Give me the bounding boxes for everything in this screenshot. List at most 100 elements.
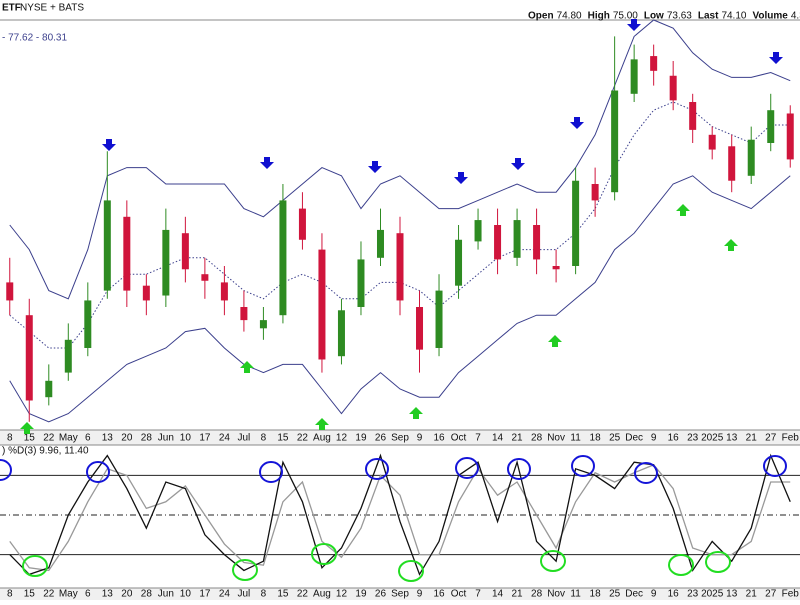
x-tick-label: 7: [475, 433, 481, 444]
x-tick-label: 24: [219, 589, 231, 600]
candle-body: [669, 75, 677, 101]
quote-value: 73.63: [667, 11, 692, 22]
overbought-circle: [0, 459, 12, 481]
x-tick-label: Jul: [238, 433, 251, 444]
buy-arrow: [315, 418, 329, 430]
x-tick-label: 28: [531, 433, 543, 444]
candle-body: [435, 290, 443, 348]
exchange: NYSE + BATS: [20, 3, 84, 14]
x-tick-label: 8: [261, 433, 267, 444]
x-tick-label: 10: [180, 433, 192, 444]
bands-label: - 77.62 - 80.31: [2, 33, 67, 44]
oversold-circle: [22, 555, 48, 577]
x-tick-label: 2025: [701, 589, 724, 600]
candle-body: [201, 274, 209, 281]
x-tick-label: 16: [668, 589, 680, 600]
oversold-circle: [668, 554, 694, 576]
quote-value: 4.3M: [791, 11, 800, 22]
candle-body: [728, 146, 736, 181]
x-tick-label: 6: [85, 433, 91, 444]
candle-body: [513, 220, 521, 258]
x-tick-label: Aug: [313, 589, 331, 600]
x-tick-label: 17: [199, 433, 211, 444]
x-tick-label: 19: [355, 589, 367, 600]
candle-body: [396, 233, 404, 301]
candle-body: [357, 259, 365, 307]
quote-label: High: [588, 11, 610, 22]
buy-arrow: [409, 407, 423, 419]
x-tick-label: 14: [492, 589, 504, 600]
x-tick-label: 13: [102, 589, 114, 600]
x-tick-label: Aug: [313, 433, 331, 444]
candle-body: [747, 139, 755, 176]
x-tick-label: 9: [651, 433, 657, 444]
x-tick-label: 23: [687, 433, 699, 444]
overbought-circle: [507, 458, 531, 480]
x-tick-label: 8: [261, 589, 267, 600]
quote-label: Open: [528, 11, 554, 22]
x-tick-label: 12: [336, 433, 348, 444]
overbought-circle: [763, 455, 787, 477]
x-tick-label: 28: [531, 589, 543, 600]
x-tick-label: 28: [141, 589, 153, 600]
quote-label: Last: [698, 11, 719, 22]
x-tick-label: Dec: [625, 589, 643, 600]
x-tick-label: 12: [336, 589, 348, 600]
x-tick-label: 16: [668, 433, 680, 444]
candle-body: [279, 200, 287, 316]
stoch-line: [9, 464, 791, 572]
sell-arrow: [627, 19, 641, 31]
x-tick-label: 25: [609, 433, 621, 444]
candle-body: [376, 229, 384, 258]
candle-body: [533, 225, 541, 260]
candle-body: [123, 216, 131, 291]
x-tick-label: 2025: [701, 433, 724, 444]
candle-body: [240, 307, 248, 321]
candle-body: [337, 310, 345, 357]
candle-body: [455, 239, 463, 286]
x-tick-label: Feb: [782, 433, 800, 444]
x-tick-label: 15: [277, 433, 289, 444]
candle-body: [611, 90, 619, 193]
bollinger-band: [9, 19, 791, 300]
x-tick-label: 11: [570, 589, 581, 600]
candle-body: [416, 307, 424, 350]
candle-body: [318, 249, 326, 360]
quote-label: Volume: [752, 11, 788, 22]
x-tick-label: 23: [687, 589, 699, 600]
overbought-circle: [455, 457, 479, 479]
sell-arrow: [454, 172, 468, 184]
x-tick-label: 27: [765, 589, 777, 600]
oversold-circle: [398, 560, 424, 582]
overbought-circle: [571, 455, 595, 477]
oversold-circle: [311, 543, 337, 565]
x-tick-label: 13: [726, 589, 738, 600]
x-tick-label: 21: [512, 589, 524, 600]
x-tick-label: 7: [475, 589, 481, 600]
buy-arrow: [548, 335, 562, 347]
x-tick-label: Sep: [391, 433, 409, 444]
candle-body: [6, 282, 14, 301]
x-tick-label: 21: [746, 433, 758, 444]
sell-arrow: [570, 117, 584, 129]
x-tick-label: 22: [297, 433, 309, 444]
candle-body: [591, 184, 599, 201]
x-tick-label: 26: [375, 589, 387, 600]
x-tick-label: 18: [590, 433, 602, 444]
x-axis-strip: [0, 588, 800, 600]
overbought-circle: [365, 458, 389, 480]
x-tick-label: 15: [24, 589, 36, 600]
quote-value: 74.80: [557, 11, 582, 22]
candle-body: [630, 59, 638, 94]
x-tick-label: 20: [121, 589, 133, 600]
x-tick-label: Dec: [625, 433, 643, 444]
x-tick-label: 13: [726, 433, 738, 444]
candle-body: [572, 180, 580, 266]
x-tick-label: 10: [180, 589, 192, 600]
x-tick-label: 24: [219, 433, 231, 444]
x-tick-label: 21: [746, 589, 758, 600]
sell-arrow: [260, 157, 274, 169]
symbol: ETF: [2, 3, 21, 14]
x-tick-label: May: [59, 589, 78, 600]
